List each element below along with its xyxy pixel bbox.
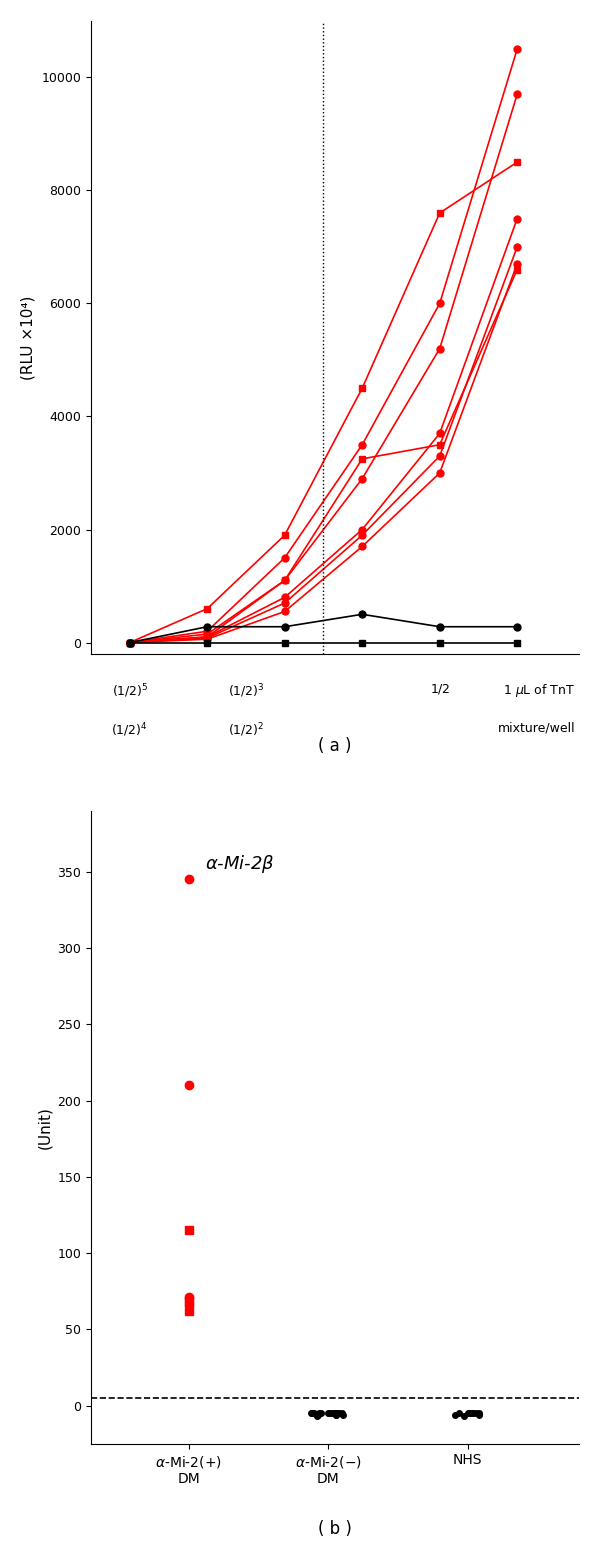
- Text: $(1/2)^5$: $(1/2)^5$: [112, 683, 148, 700]
- Text: $(1/2)^3$: $(1/2)^3$: [228, 683, 264, 700]
- Text: $(1/2)^2$: $(1/2)^2$: [228, 722, 264, 739]
- Text: $\alpha$-Mi-2$\beta$: $\alpha$-Mi-2$\beta$: [205, 853, 275, 875]
- Text: $(1/2)^4$: $(1/2)^4$: [112, 722, 148, 739]
- Text: $1\ \mu$L of TnT: $1\ \mu$L of TnT: [503, 683, 575, 698]
- Y-axis label: (RLU ×10⁴): (RLU ×10⁴): [21, 295, 36, 379]
- Y-axis label: (Unit): (Unit): [37, 1105, 52, 1149]
- Text: ( b ): ( b ): [318, 1520, 352, 1539]
- Text: $1/2$: $1/2$: [430, 683, 450, 697]
- Text: ( a ): ( a ): [319, 737, 352, 755]
- Text: mixture/well: mixture/well: [497, 722, 575, 734]
